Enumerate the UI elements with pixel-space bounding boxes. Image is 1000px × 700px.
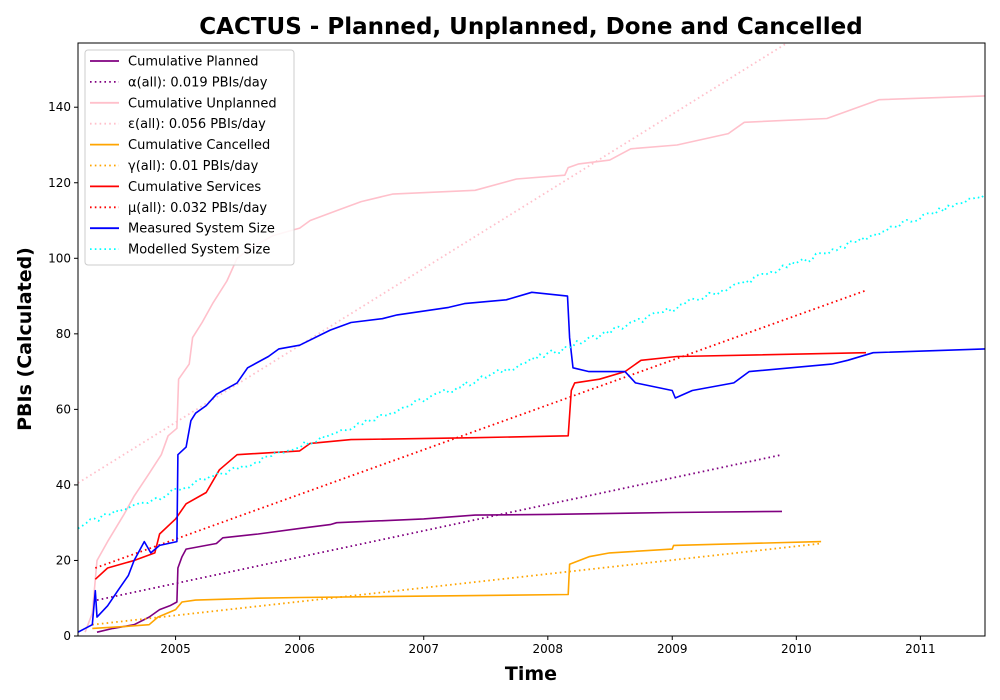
legend-item-label: α(all): 0.019 PBIs/day [128,75,268,90]
legend-item-label: Cumulative Cancelled [128,138,270,153]
x-tick-label: 2011 [905,642,936,656]
y-tick-label: 40 [56,478,71,492]
series-line-measured-system-size [78,291,985,633]
y-tick-label: 80 [56,327,71,341]
legend-box [84,49,295,266]
series-line-cumulative-cancelled [92,540,822,630]
y-tick-label: 120 [48,176,71,190]
legend-item-label: Modelled System Size [128,243,270,258]
legend-item-label: ε(all): 0.056 PBIs/day [128,117,266,132]
legend-item-label: Cumulative Unplanned [128,96,277,111]
x-tick-label: 2009 [657,642,688,656]
x-tick-label: 2005 [160,642,191,656]
x-axis-label: Time [505,663,557,685]
plot-area [77,42,986,637]
legend-item-label: μ(all): 0.032 PBIs/day [128,201,267,216]
plot-frame [77,42,986,637]
series-line-modelled-system-size [78,193,985,530]
y-tick-label: 100 [48,251,71,265]
y-axis: 0 20 40 60 80 100 120 140 [48,100,78,643]
series-line-cumulative-services [94,351,867,580]
legend-item-label: Cumulative Services [128,180,261,195]
y-tick-label: 140 [48,100,71,114]
chart-title: CACTUS - Planned, Unplanned, Done and Ca… [199,14,862,40]
series-line-all-0-01-pbis-day [92,542,822,626]
series-line-all-0-032-pbis-day [94,289,867,569]
legend-item-label: γ(all): 0.01 PBIs/day [128,159,259,174]
y-axis-label: PBIs (Calculated) [14,247,36,431]
x-tick-label: 2006 [284,642,315,656]
series-line-all-0-019-pbis-day [96,453,783,601]
y-tick-label: 0 [63,629,71,643]
legend-item-label: Cumulative Planned [128,55,258,70]
y-tick-label: 60 [56,402,71,416]
x-tick-label: 2007 [408,642,439,656]
x-axis: 2005 2006 2007 2008 2009 2010 2011 [160,636,936,656]
x-tick-label: 2010 [781,642,812,656]
series-line-cumulative-planned [96,510,783,633]
x-tick-label: 2008 [533,642,564,656]
legend: Cumulative Planned α(all): 0.019 PBIs/day… [84,49,295,266]
legend-item-label: Measured System Size [128,222,275,237]
series-layer [78,43,985,633]
y-tick-label: 20 [56,553,71,567]
